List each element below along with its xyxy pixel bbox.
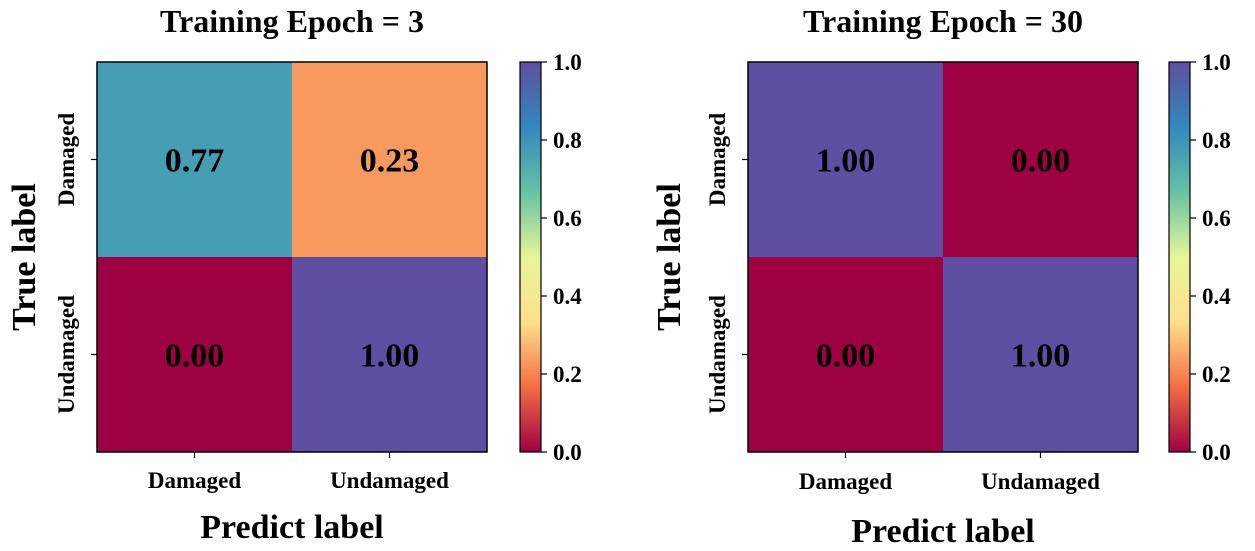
heatmap-cell xyxy=(97,62,292,257)
cell-value-label: 0.23 xyxy=(360,143,420,180)
colorbar xyxy=(1168,61,1191,453)
cell-value-label: 1.00 xyxy=(360,338,420,375)
y-tick-label: Undamaged xyxy=(705,295,730,414)
cell-value-label: 1.00 xyxy=(1011,338,1071,375)
cell-value-label: 0.00 xyxy=(165,338,225,375)
heatmap-cell xyxy=(943,62,1138,257)
chart-title: Training Epoch = 3 xyxy=(160,3,424,39)
heatmap-cell xyxy=(943,257,1138,452)
colorbar-tick-label: 0.8 xyxy=(1202,128,1231,153)
colorbar-tick-label: 0.0 xyxy=(1202,440,1231,465)
colorbar-tick-label: 0.6 xyxy=(553,206,582,231)
x-tick-label: Undamaged xyxy=(981,469,1100,494)
heatmap-cell xyxy=(748,257,943,452)
x-axis-label: Predict label xyxy=(200,509,384,546)
heatmap-cell xyxy=(97,257,292,452)
cell-value-label: 0.77 xyxy=(165,143,225,180)
colorbar-tick-label: 0.8 xyxy=(553,128,582,153)
heatmap-cell xyxy=(748,62,943,257)
y-axis-label: True label xyxy=(651,183,688,331)
cell-value-label: 0.00 xyxy=(816,338,876,375)
confusion-matrix-panel-1: Training Epoch = 3 0.77 0.23 0.00 1.00 Damage… xyxy=(6,3,582,546)
y-tick-label: Damaged xyxy=(54,113,79,206)
plot-frame xyxy=(747,61,1139,453)
colorbar-tick-label: 0.0 xyxy=(553,440,582,465)
y-axis-label: True label xyxy=(6,183,43,331)
y-tick-label: Damaged xyxy=(705,113,730,206)
cell-value-label: 0.00 xyxy=(1011,143,1071,180)
cell-value-label: 1.00 xyxy=(816,143,876,180)
colorbar-tick-label: 1.0 xyxy=(553,50,582,75)
chart-title: Training Epoch = 30 xyxy=(803,3,1083,39)
plot-frame xyxy=(96,61,488,453)
x-tick-label: Undamaged xyxy=(330,468,449,493)
colorbar-tick-label: 0.6 xyxy=(1202,206,1231,231)
y-tick-label: Undamaged xyxy=(54,295,79,414)
heatmap-cell xyxy=(292,62,487,257)
colorbar-tick-label: 0.2 xyxy=(1202,362,1231,387)
colorbar-tick-label: 1.0 xyxy=(1202,50,1231,75)
confusion-matrix-panel-2: Training Epoch = 30 1.00 0.00 0.00 1.00 Damag… xyxy=(651,3,1231,550)
heatmap-cell xyxy=(292,257,487,452)
colorbar-tick-label: 0.2 xyxy=(553,362,582,387)
x-tick-label: Damaged xyxy=(148,468,241,493)
colorbar-tick-label: 0.4 xyxy=(553,284,582,309)
colorbar xyxy=(519,61,542,453)
colorbar-tick-label: 0.4 xyxy=(1202,284,1231,309)
x-tick-label: Damaged xyxy=(799,469,892,494)
x-axis-label: Predict label xyxy=(851,513,1035,550)
